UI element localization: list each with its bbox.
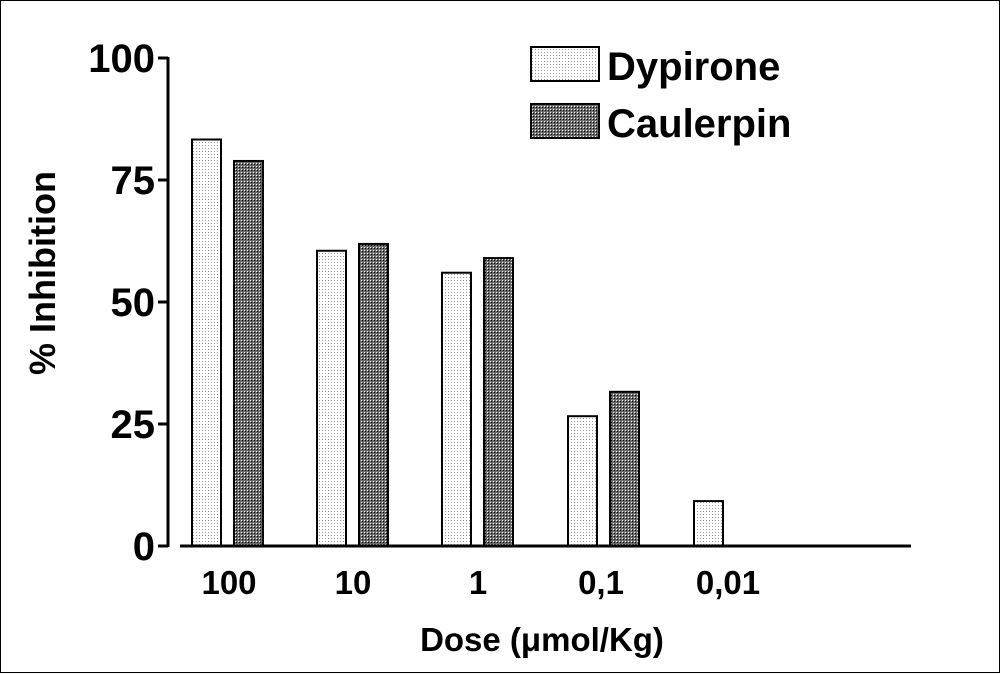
bars-group	[191, 138, 724, 548]
x-tick-label: 0,01	[696, 564, 760, 601]
y-axis-ticks: 0 25 50 75 100	[88, 37, 168, 569]
legend-label-dypirone: Dypirone	[607, 45, 780, 89]
bar-caulerpin-1	[483, 257, 514, 547]
bar-caulerpin-0-1	[609, 390, 640, 547]
y-axis-title: % Inhibition	[22, 171, 63, 375]
x-axis-tick-labels: 100 10 1 0,1 0,01	[201, 564, 760, 601]
bar-caulerpin-10	[358, 242, 389, 547]
y-tick-label: 25	[111, 403, 156, 447]
legend-swatch-caulerpin	[530, 103, 600, 139]
x-tick-label: 0,1	[578, 564, 624, 601]
legend-swatch-dypirone	[530, 46, 600, 82]
x-tick-label: 100	[201, 564, 256, 601]
y-tick-label: 100	[88, 37, 155, 81]
x-tick-label: 10	[335, 564, 372, 601]
legend: Dypirone Caulerpin	[530, 45, 791, 146]
legend-label-caulerpin: Caulerpin	[607, 102, 791, 146]
y-tick-label: 50	[111, 281, 156, 325]
bar-dypirone-0-01	[693, 500, 724, 548]
bar-dypirone-100	[191, 138, 222, 547]
x-axis-title: Dose (μmol/Kg)	[420, 621, 664, 658]
bar-dypirone-10	[316, 249, 347, 547]
bar-dypirone-0-1	[567, 415, 598, 547]
x-tick-label: 1	[469, 564, 487, 601]
bar-dypirone-1	[441, 271, 472, 547]
y-tick-label: 75	[111, 159, 156, 203]
y-tick-label: 0	[133, 525, 155, 569]
bar-caulerpin-100	[233, 159, 264, 548]
